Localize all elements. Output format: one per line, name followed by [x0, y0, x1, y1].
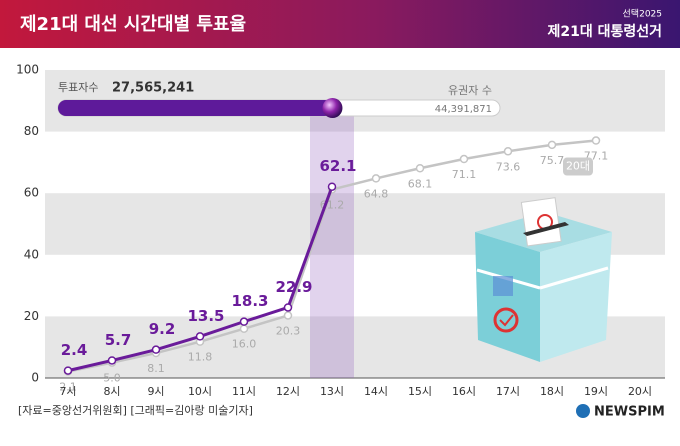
- voters-value: 27,565,241: [112, 81, 194, 96]
- header-tag: 선택2025: [623, 9, 662, 20]
- x-tick-label: 7시: [59, 385, 76, 398]
- data-label: 2.1: [59, 381, 77, 394]
- data-point: [239, 324, 249, 333]
- logo-icon: [576, 404, 590, 418]
- data-label: 16.0: [232, 338, 257, 351]
- logo: NEWSPIM: [594, 405, 665, 420]
- data-point: [327, 182, 337, 191]
- chart-title: 제21대 대선 시간대별 투표율: [20, 14, 246, 35]
- data-label: 11.8: [188, 351, 213, 364]
- x-tick-label: 17시: [496, 385, 520, 398]
- y-tick-label: 60: [24, 186, 39, 200]
- x-tick-label: 11시: [232, 385, 256, 398]
- data-label: 64.8: [364, 187, 389, 200]
- bar-knob: [322, 98, 343, 118]
- data-point: [283, 311, 293, 320]
- data-point: [459, 154, 469, 164]
- x-tick-label: 12시: [276, 385, 300, 398]
- data-label: 68.1: [408, 177, 433, 190]
- y-tick-label: 80: [24, 124, 39, 138]
- data-point: [195, 332, 205, 341]
- x-tick-label: 9시: [147, 385, 164, 398]
- data-point: [503, 147, 513, 156]
- data-label: 5.7: [105, 331, 132, 349]
- data-point: [591, 136, 601, 145]
- data-label: 20.3: [276, 324, 301, 337]
- data-label: 62.1: [319, 157, 356, 175]
- x-tick-label: 19시: [584, 385, 608, 398]
- data-point: [151, 345, 161, 354]
- bar-fill: [58, 100, 333, 116]
- y-tick-label: 20: [24, 309, 39, 323]
- data-label: 73.6: [496, 160, 521, 173]
- x-tick-label: 10시: [188, 385, 212, 398]
- data-point: [371, 174, 381, 183]
- source: [자료=중앙선거위원회] [그래픽=김아랑 미술기자]: [18, 404, 253, 417]
- data-point: [239, 317, 249, 326]
- legend-tag: [563, 157, 593, 176]
- x-tick-label: 20시: [628, 385, 652, 398]
- data-point: [415, 164, 425, 173]
- data-label: 22.9: [275, 278, 312, 296]
- data-label: 5.0: [103, 372, 121, 385]
- ballot-box: [475, 197, 612, 362]
- data-label: 9.2: [149, 320, 176, 338]
- data-label: 13.5: [187, 307, 224, 325]
- legend-label: 20대: [566, 160, 590, 173]
- data-point: [63, 366, 73, 375]
- data-point: [547, 140, 557, 150]
- x-tick-label: 16시: [452, 385, 476, 398]
- electorate-label: 유권자 수: [448, 84, 492, 97]
- data-label: 8.1: [147, 362, 165, 375]
- x-tick-label: 8시: [103, 385, 120, 398]
- electorate-value: 44,391,871: [435, 104, 492, 115]
- header: [0, 0, 680, 48]
- data-label: 75.7: [540, 154, 565, 167]
- data-label: 2.4: [61, 341, 88, 359]
- data-label: 18.3: [231, 292, 268, 310]
- data-point: [283, 303, 293, 312]
- x-tick-label: 14시: [364, 385, 388, 398]
- x-tick-label: 15시: [408, 385, 432, 398]
- x-tick-label: 18시: [540, 385, 564, 398]
- header-brand: 제21대 대통령선거: [547, 24, 662, 40]
- highlight-column: [310, 100, 354, 378]
- x-tick-label: 13시: [320, 385, 344, 398]
- voters-label: 투표자수: [58, 81, 98, 94]
- data-label: 71.1: [452, 168, 477, 181]
- y-tick-label: 40: [24, 247, 39, 261]
- y-tick-label: 0: [31, 371, 39, 385]
- y-tick-label: 100: [16, 63, 39, 77]
- data-point: [107, 356, 117, 365]
